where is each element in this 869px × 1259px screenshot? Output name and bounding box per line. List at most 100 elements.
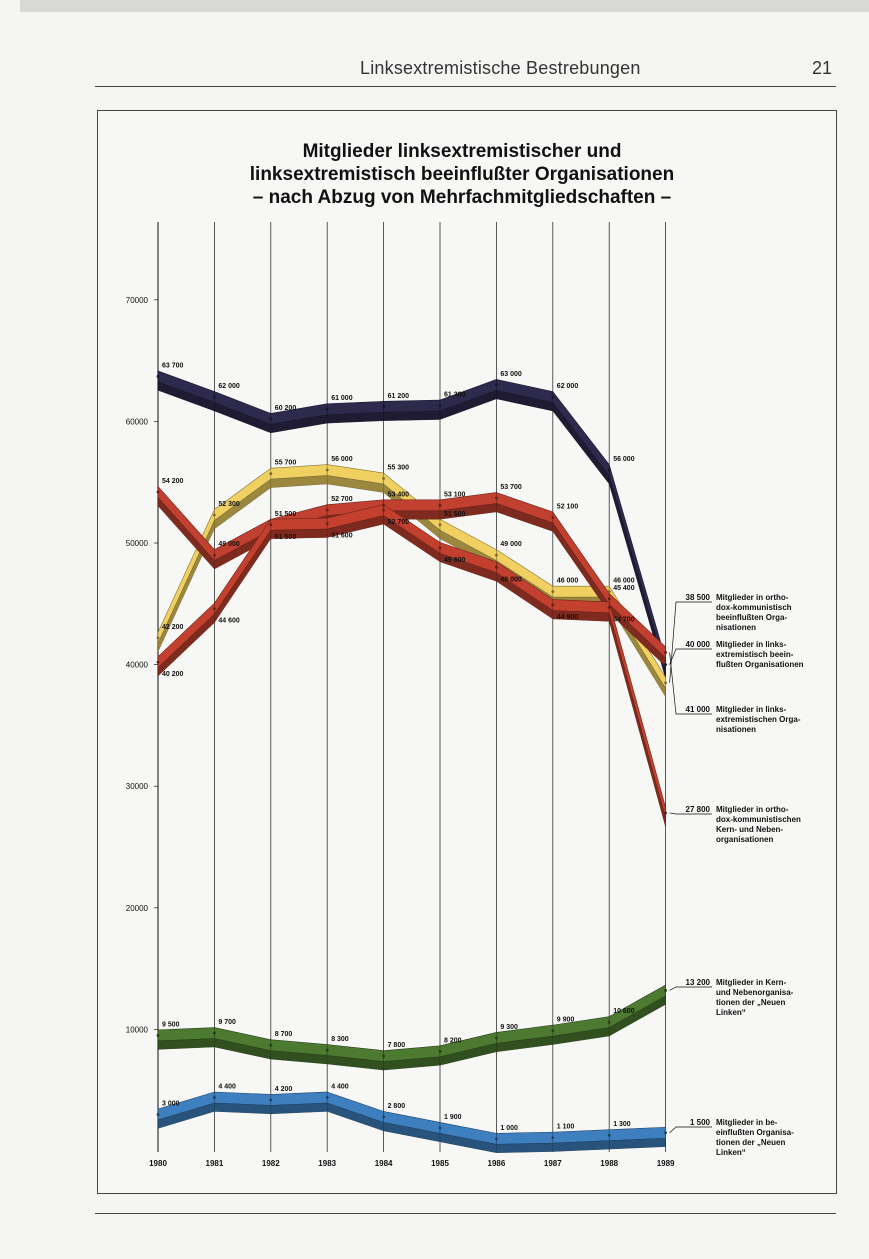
y-tick-label: 60000 [126, 417, 149, 426]
y-tick-label: 30000 [126, 782, 149, 791]
data-label: 51 500 [444, 511, 466, 518]
y-tick-label: 40000 [126, 661, 149, 670]
header-rule [95, 86, 836, 87]
data-point [664, 811, 667, 815]
data-point [213, 1096, 216, 1099]
data-label: 52 300 [218, 501, 240, 508]
legend-text: Kern- und Neben- [716, 825, 783, 834]
data-label: 61 300 [444, 392, 466, 399]
data-label: 4 200 [275, 1086, 293, 1093]
data-point [495, 1036, 498, 1040]
ribbon-segment [157, 485, 215, 562]
data-label: 3 000 [162, 1101, 180, 1108]
data-label: 1 900 [444, 1114, 462, 1121]
legend-leader [669, 601, 712, 683]
data-label: 52 100 [557, 503, 579, 510]
data-label: 8 300 [331, 1036, 349, 1043]
legend-text: und Nebenorganisa- [716, 988, 794, 997]
legend-text: Mitglieder in Kern- [716, 978, 787, 987]
data-label: 1 100 [557, 1124, 575, 1131]
data-label: 61 000 [331, 395, 353, 402]
data-label: 46 000 [557, 578, 579, 585]
legend-text: nisationen [716, 725, 756, 734]
ribbon-shadow [609, 1138, 666, 1150]
data-point [607, 597, 611, 601]
data-point [438, 546, 442, 550]
data-point [325, 508, 329, 512]
y-tick-label: 10000 [126, 1025, 149, 1034]
data-label: 53 100 [444, 491, 466, 498]
data-point [156, 375, 160, 378]
data-label: 44 700 [613, 616, 635, 623]
chart-title-line: linksextremistisch beeinflußter Organisa… [250, 164, 674, 185]
data-label: 55 300 [388, 465, 410, 472]
data-point [664, 989, 667, 992]
data-label: 54 200 [162, 478, 184, 485]
legend-leader [669, 1126, 712, 1134]
data-label: 62 000 [557, 383, 579, 390]
data-point [607, 1020, 611, 1024]
data-point [213, 607, 216, 611]
data-label: 48 000 [500, 576, 522, 583]
x-tick-label: 1980 [149, 1159, 167, 1168]
legend-text: tionen der „Neuen [716, 1138, 785, 1147]
legend-leader [669, 812, 712, 815]
legend-value: 40 000 [686, 640, 711, 649]
footer-rule [95, 1213, 836, 1214]
chart-title-line: – nach Abzug von Mehrfachmitgliedschafte… [253, 187, 671, 208]
chart-frame [97, 110, 837, 1194]
legend-value: 38 500 [686, 593, 711, 602]
data-point [156, 1113, 160, 1116]
legend-text: Mitglieder in be- [716, 1118, 778, 1127]
data-point [438, 503, 442, 507]
ribbon-segment [214, 518, 272, 616]
data-label: 51 600 [331, 533, 353, 540]
data-label: 51 500 [275, 511, 297, 518]
legend-text: flußten Organisationen [716, 660, 804, 669]
data-label: 4 400 [218, 1083, 236, 1090]
legend-text: nisationen [716, 623, 756, 632]
legend-text: Mitglieder in ortho- [716, 805, 789, 814]
data-point [551, 395, 555, 399]
ribbon-shadow [609, 995, 666, 1037]
legend-text: extremistisch beein- [716, 650, 794, 659]
data-point [325, 1096, 329, 1099]
data-point [551, 1029, 555, 1033]
page-number: 21 [812, 58, 833, 78]
data-point [213, 395, 216, 399]
data-label: 44 900 [557, 614, 579, 621]
data-point [438, 1049, 442, 1053]
data-label: 42 200 [162, 624, 184, 631]
data-point [213, 553, 216, 557]
legend-text: Mitglieder in links- [716, 640, 787, 649]
ribbon-shadow [552, 401, 610, 485]
data-point [382, 477, 385, 480]
data-label: 46 000 [613, 578, 635, 585]
ribbon-segment [157, 602, 215, 669]
data-point [382, 503, 385, 507]
data-point [325, 522, 329, 525]
data-label: 51 500 [275, 534, 297, 541]
data-point [382, 405, 385, 409]
data-point [156, 660, 160, 664]
data-point [495, 1137, 498, 1141]
legend-text: extremistischen Orga- [716, 715, 801, 724]
data-point [156, 1034, 160, 1037]
data-point [438, 404, 442, 407]
data-point [607, 468, 611, 472]
legend-value: 13 200 [686, 978, 711, 987]
x-tick-label: 1988 [600, 1159, 618, 1168]
data-point [438, 1126, 442, 1130]
legend-leader [669, 986, 712, 991]
data-point [551, 590, 555, 594]
data-label: 40 200 [162, 671, 184, 678]
ribbon-segment [270, 517, 328, 531]
data-label: 8 200 [444, 1037, 462, 1044]
legend-text: Mitglieder in ortho- [716, 593, 789, 602]
data-label: 56 000 [331, 456, 353, 463]
legend-value: 41 000 [686, 705, 711, 714]
data-point [325, 1048, 329, 1052]
data-label: 56 000 [613, 456, 635, 463]
data-label: 45 400 [613, 585, 635, 592]
legend-text: Mitglieder in links- [716, 705, 787, 714]
